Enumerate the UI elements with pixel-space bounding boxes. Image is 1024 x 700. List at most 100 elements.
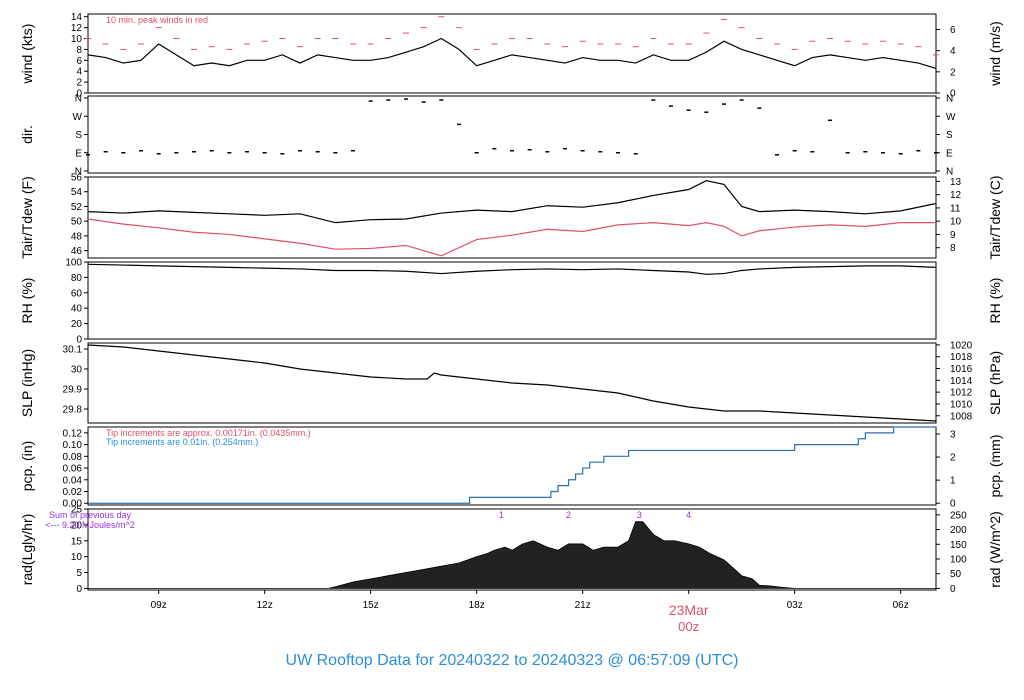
panel-rh: RH (%) RH (%) 0 20 40 60 80 100 (19, 258, 1003, 346)
ytick-right-label: 9 (950, 230, 956, 241)
pcp-note-2: Tip increments are 0.01in. (0.254mm.) (106, 437, 258, 447)
ytick-label: 20 (71, 319, 83, 330)
ytick-label: 100 (65, 258, 82, 269)
pcp-ylabel: pcp. (in) (19, 441, 35, 492)
ytick-label: 0 (76, 89, 82, 100)
ytick-label: W (73, 112, 83, 123)
ytick-right-label: 150 (950, 540, 967, 551)
ytick-label: 10 (71, 552, 83, 563)
wind-annotation: 10 min. peak winds in red (106, 15, 208, 25)
ytick-right-label: 12 (950, 190, 962, 201)
panel-temp: Tair/Tdew (F) Tair/Tdew (C) 46 48 50 52 54 56 8 9… (19, 173, 1003, 260)
rad-hour-mark: 4 (686, 510, 691, 520)
ytick-right-label: 1008 (950, 411, 973, 422)
ytick-label: 0.06 (63, 464, 83, 475)
panel-frame (87, 95, 937, 174)
chart-title: UW Rooftop Data for 20240322 to 20240323… (286, 652, 739, 669)
rh-ylabel-right: RH (%) (987, 278, 1003, 324)
ytick-right-label: 1012 (950, 388, 973, 399)
ytick-label: 0.00 (63, 499, 83, 510)
xtick-label: 12z (257, 600, 273, 611)
pcp-series (88, 426, 936, 504)
ytick-label: 0.04 (63, 475, 83, 486)
ytick-label: 25 (71, 505, 83, 516)
rh-series (87, 263, 937, 275)
ytick-label: 80 (71, 273, 83, 284)
slp-ylabel: SLP (inHg) (19, 349, 35, 417)
rad-ylabel: rad(Lgly/hr) (19, 514, 35, 586)
panel-rad: rad(Lgly/hr) rad (W/m^2)05101520250501001… (19, 505, 1003, 595)
ytick-label: 14 (71, 12, 83, 23)
ytick-right-label: 0 (950, 499, 956, 510)
ytick-right-label: N (946, 167, 953, 178)
ytick-right-label: 100 (950, 555, 967, 566)
ytick-label: 0.02 (63, 487, 83, 498)
ytick-label: 54 (71, 187, 83, 198)
pcp-ylabel-right: pcp. (mm) (987, 435, 1003, 498)
panel-frame (87, 261, 937, 340)
dir-ylabel: dir. (19, 125, 35, 144)
xtick-label: 09z (151, 600, 167, 611)
ytick-label: 52 (71, 202, 83, 213)
panel-frame (87, 508, 937, 591)
temp-ylabel: Tair/Tdew (F) (19, 176, 35, 258)
panel-frame (87, 426, 937, 506)
ytick-right-label: 4 (950, 46, 956, 57)
panel-pcp: pcp. (in) pcp. (mm)0.000.020.040.060.080.… (19, 426, 1003, 510)
ytick-label: 0.10 (63, 440, 83, 451)
ytick-label: 10 (71, 34, 83, 45)
slp-series (87, 344, 937, 422)
xtick-label: 18z (469, 600, 485, 611)
panel-frame (87, 342, 937, 424)
wind-series (87, 37, 937, 70)
ytick-label: 5 (76, 568, 82, 579)
rad-hour-mark: 2 (566, 510, 571, 520)
ytick-label: 29.8 (63, 405, 83, 416)
rad-note-2: <--- 9.20 MJoules/m^2 (45, 520, 135, 530)
ytick-right-label: 6 (950, 25, 956, 36)
rad-hour-mark: 3 (637, 510, 642, 520)
ytick-label: 8 (76, 45, 82, 56)
ytick-right-label: 11 (950, 203, 961, 214)
wind-ylabel: wind (kts) (19, 24, 35, 85)
ytick-label: 15 (71, 536, 83, 547)
ytick-right-label: E (946, 148, 953, 159)
xtick-label: 15z (363, 600, 379, 611)
ytick-right-label: 13 (950, 177, 962, 188)
rad-area (88, 521, 936, 589)
ytick-label: 48 (71, 231, 83, 242)
xtick-label: 21z (575, 600, 591, 611)
ytick-label: E (75, 148, 82, 159)
panel-dir: dir.N NE ES SW WN N (19, 94, 956, 178)
panel-frame (87, 13, 937, 94)
ytick-right-label: 1 (950, 476, 956, 487)
ytick-right-label: 3 (950, 429, 956, 440)
ytick-right-label: 2 (950, 67, 956, 78)
rad-hour-mark: 1 (499, 510, 504, 520)
rh-ylabel: RH (%) (19, 278, 35, 324)
ytick-label: 20 (71, 520, 83, 531)
ytick-right-label: 1018 (950, 352, 973, 363)
ytick-label: 50 (71, 217, 83, 228)
ytick-right-label: 1014 (950, 376, 973, 387)
ytick-label: 0.08 (63, 452, 83, 463)
ytick-label: 60 (71, 288, 83, 299)
xtick-label: 06z (893, 600, 909, 611)
ytick-right-label: 250 (950, 510, 967, 521)
ytick-label: 0.12 (63, 428, 83, 439)
rad-note-1: Sum of previous day (49, 510, 132, 520)
temp-ylabel-right: Tair/Tdew (C) (987, 175, 1003, 259)
rad-ylabel-right: rad (W/m^2) (987, 511, 1003, 588)
ytick-label: 40 (71, 304, 83, 315)
ytick-label: 4 (76, 67, 82, 78)
slp-ylabel-right: SLP (hPa) (987, 351, 1003, 415)
ytick-right-label: 1016 (950, 364, 973, 375)
tair-series (87, 180, 937, 224)
panel-frame (87, 176, 937, 259)
tdew-series (87, 218, 936, 257)
pcp-note-1: Tip increments are approx. 0.00171in. (0… (106, 428, 311, 438)
ytick-label: 56 (71, 173, 83, 184)
